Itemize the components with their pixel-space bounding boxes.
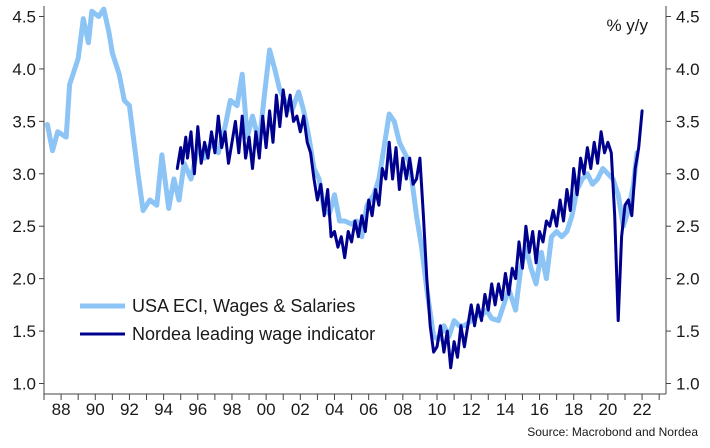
legend-label-eci: USA ECI, Wages & Salaries [132,296,355,316]
left-y-tick-label: 2.5 [12,217,36,236]
x-tick-label: 14 [496,400,515,419]
right-y-tick-label: 1.0 [676,375,700,394]
x-tick-label: 10 [428,400,447,419]
x-tick-label: 08 [393,400,412,419]
left-y-tick-label: 1.5 [12,322,36,341]
legend-label-nordea: Nordea leading wage indicator [132,324,375,344]
source-note: Source: Macrobond and Nordea [527,425,698,439]
x-tick-label: 96 [188,400,207,419]
legend: USA ECI, Wages & Salaries Nordea leading… [80,296,375,344]
right-y-tick-label: 1.5 [676,322,700,341]
series-line-usa-eci [44,6,640,342]
left-y-tick-label: 3.0 [12,165,36,184]
x-tick-label: 98 [223,400,242,419]
x-tick-label: 16 [530,400,549,419]
unit-label: % y/y [606,16,648,35]
right-y-tick-label: 2.5 [676,217,700,236]
x-tick-label: 04 [325,400,344,419]
series-line-nordea-indicator [175,88,644,370]
x-tick-label: 12 [462,400,481,419]
right-y-tick-label: 3.5 [676,112,700,131]
right-y-tick-label: 4.0 [676,60,700,79]
right-y-tick-label: 4.5 [676,7,700,26]
x-tick-label: 22 [633,400,652,419]
left-y-tick-label: 4.0 [12,60,36,79]
right-y-axis: 1.0 1.5 2.0 2.5 3.0 3.5 4.0 4.5 [665,6,700,394]
x-tick-label: 88 [52,400,71,419]
x-axis: 88 90 92 94 96 98 00 02 04 06 08 10 12 14 16 18 20 22 [43,393,666,419]
x-tick-label: 00 [257,400,276,419]
right-y-tick-label: 3.0 [676,165,700,184]
left-y-axis: 1.0 1.5 2.0 2.5 3.0 3.5 4.0 4.5 [12,6,45,394]
left-y-tick-label: 3.5 [12,112,36,131]
series-layer [44,6,644,370]
left-y-tick-label: 1.0 [12,375,36,394]
x-tick-label: 94 [154,400,173,419]
x-tick-label: 18 [564,400,583,419]
x-tick-label: 02 [291,400,310,419]
x-tick-label: 90 [86,400,105,419]
right-y-tick-label: 2.0 [676,270,700,289]
x-tick-label: 20 [598,400,617,419]
x-tick-label: 92 [120,400,139,419]
left-y-tick-label: 4.5 [12,7,36,26]
left-y-tick-label: 2.0 [12,270,36,289]
x-tick-label: 06 [359,400,378,419]
